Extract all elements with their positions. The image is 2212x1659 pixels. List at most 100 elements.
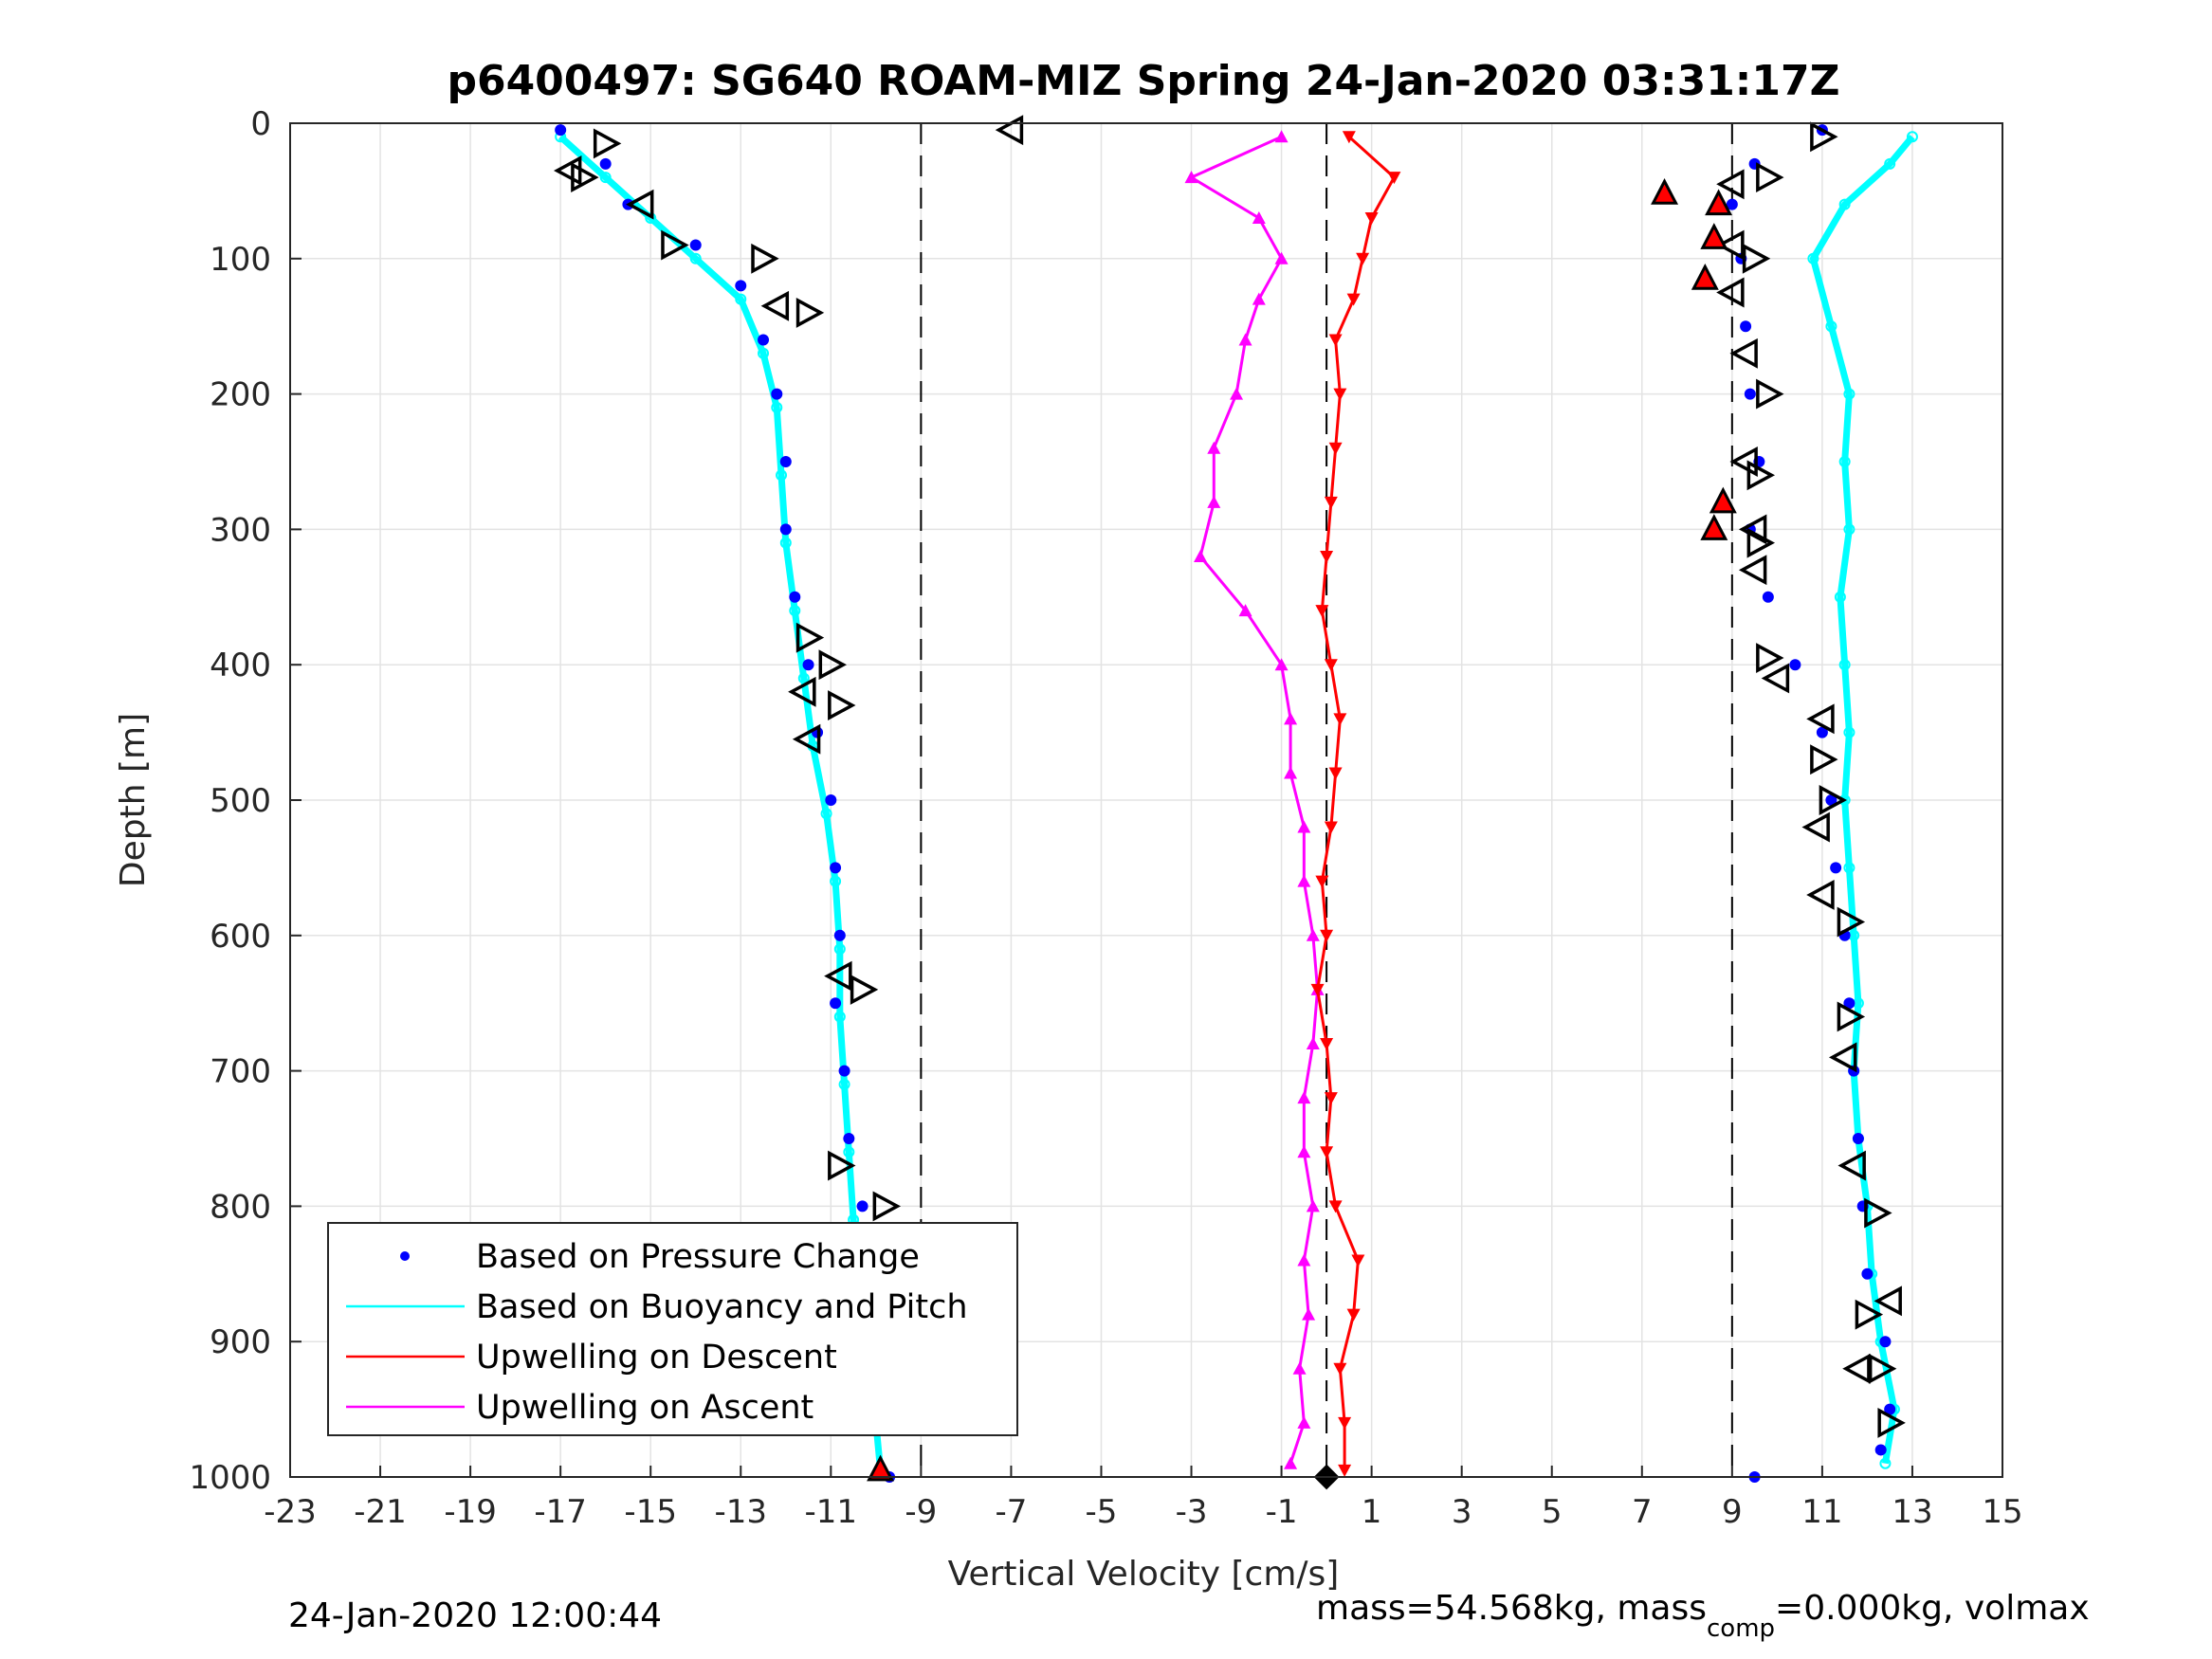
pressure-change-point [1825, 794, 1837, 806]
x-tick-label: 3 [1452, 1493, 1472, 1531]
glider-marker-right [1756, 378, 1784, 410]
pressure-change-point [735, 280, 747, 292]
buoyancy-pitch-point [833, 943, 846, 956]
upwelling-ascent-point [1306, 1037, 1320, 1050]
pressure-change-point [825, 794, 837, 806]
buoyancy-pitch-point [1825, 320, 1837, 333]
pressure-change-point [758, 334, 770, 346]
pressure-change-point [1874, 1444, 1887, 1456]
x-tick-label: 7 [1632, 1493, 1653, 1531]
upwelling-descent-point [1310, 983, 1325, 996]
glider-marker-left [1837, 1150, 1866, 1181]
legend-entry-label: Upwelling on Descent [476, 1339, 837, 1376]
buoyancy-pitch-point [833, 1011, 846, 1023]
y-axis-ticks: 0 100 200 300 400 500 600 700 800 900 1000 [189, 105, 302, 1497]
pressure-change-point [1740, 320, 1752, 333]
x-tick-label: -1 [1266, 1493, 1298, 1531]
upwelling-ascent-point [1297, 820, 1311, 833]
legend-swatch-dot [400, 1251, 410, 1261]
buoyancy-pitch-point [735, 293, 747, 305]
glider-marker-left [1874, 1285, 1902, 1317]
buoyancy-pitch-point [1906, 131, 1918, 143]
pressure-change-point [1843, 997, 1856, 1010]
pressure-change-point [1762, 591, 1774, 603]
buoyancy-pitch-point [797, 672, 810, 684]
glider-marker-up [1705, 189, 1733, 216]
upwelling-ascent-point [1238, 604, 1252, 617]
glider-marker-right [1868, 1353, 1897, 1384]
footer-mass-prefix: mass=54.568kg, mass [1316, 1589, 1707, 1628]
upwelling-ascent-point [1238, 333, 1252, 346]
glider-marker-right [1756, 643, 1784, 673]
glider-marker-up [1651, 178, 1679, 205]
glider-marker-right [850, 974, 879, 1005]
y-tick-label: 0 [250, 105, 271, 143]
y-axis-label: Depth [m] [114, 713, 153, 887]
upwelling-descent-point [1324, 496, 1338, 509]
upwelling-descent-point [1346, 1308, 1361, 1322]
upwelling-ascent-point [1274, 130, 1289, 143]
upwelling-descent-point [1324, 821, 1338, 834]
pressure-change-point [838, 1065, 850, 1077]
glider-marker-right [828, 690, 856, 720]
upwelling-ascent-point [1284, 712, 1298, 725]
upwelling-descent-point [1315, 605, 1329, 618]
upwelling-ascent-point [1297, 1253, 1311, 1267]
upwelling-descent-point [1356, 252, 1370, 265]
pressure-change-point [779, 523, 792, 536]
x-tick-label: -23 [264, 1493, 317, 1531]
buoyancy-pitch-point [1884, 157, 1896, 170]
glider-marker-left [1738, 555, 1767, 586]
x-tick-label: 11 [1801, 1493, 1842, 1531]
buoyancy-pitch-point [820, 808, 832, 820]
buoyancy-pitch-point [779, 537, 792, 549]
glider-marker-left [1806, 703, 1835, 735]
glider-marker-right [795, 297, 825, 328]
glider-marker-left [553, 155, 582, 186]
upwelling-descent-point [1315, 875, 1329, 888]
glider-marker-right [1855, 1299, 1884, 1330]
glider-marker-left [824, 960, 852, 992]
footer-mass-suffix: =0.000kg, volmax [1775, 1589, 2090, 1628]
y-tick-label: 500 [210, 782, 271, 820]
upwelling-descent-point [1346, 293, 1361, 306]
upwelling-ascent-point [1306, 1199, 1320, 1212]
upwelling-ascent-point [1306, 928, 1320, 941]
glider-marker-up [1709, 486, 1737, 514]
buoyancy-pitch-point [1807, 252, 1819, 264]
glider-marker-up [1700, 514, 1728, 540]
x-tick-label: 5 [1542, 1493, 1563, 1531]
upwelling-descent-point [1333, 388, 1347, 401]
upwelling-ascent-point [1297, 1415, 1311, 1429]
buoyancy-pitch-point [1843, 388, 1856, 400]
upwelling-descent-point [1333, 1362, 1347, 1376]
y-tick-label: 600 [210, 918, 271, 956]
buoyancy-pitch-point [789, 605, 801, 617]
x-tick-label: -19 [444, 1493, 497, 1531]
pressure-change-point [1884, 1403, 1896, 1415]
glider-marker-left [1738, 514, 1767, 545]
glider-marker-right [1746, 527, 1776, 558]
glider-marker-left [1716, 229, 1745, 261]
buoyancy-pitch-point [771, 401, 783, 413]
buoyancy-pitch-point [758, 347, 770, 359]
upwelling-ascent-point [1284, 1456, 1298, 1469]
buoyancy-pitch-point [1838, 659, 1851, 671]
upwelling-ascent-point [1207, 441, 1221, 454]
glider-marker-right [593, 128, 622, 159]
upwelling-ascent-point [1274, 658, 1289, 671]
footer-mass-subscript: comp [1707, 1614, 1775, 1643]
buoyancy-pitch-point [830, 875, 842, 887]
glider-marker-left [792, 723, 821, 755]
buoyancy-pitch-point [843, 1146, 855, 1158]
upwelling-descent-point [1324, 659, 1338, 672]
pressure-change-point [1830, 862, 1842, 874]
glider-marker-left [1801, 811, 1830, 843]
upwelling-descent-point [1320, 929, 1334, 942]
upwelling-ascent-point [1292, 1361, 1307, 1375]
x-tick-label: -15 [624, 1493, 677, 1531]
x-tick-label: 1 [1362, 1493, 1382, 1531]
upwelling-descent-point [1328, 442, 1343, 455]
glider-marker-right [818, 649, 847, 681]
